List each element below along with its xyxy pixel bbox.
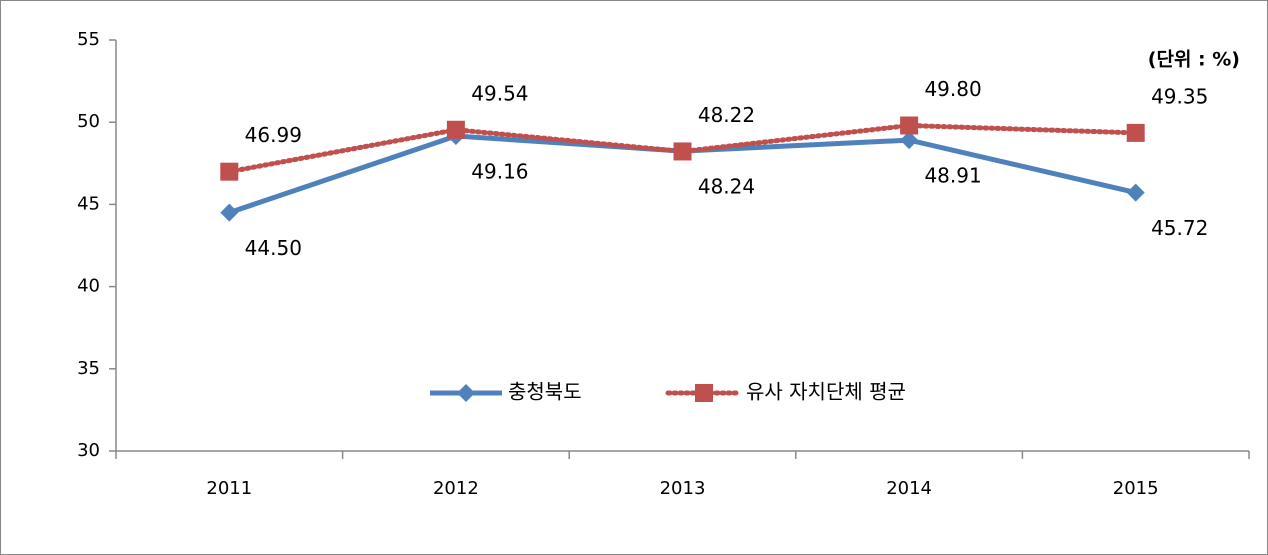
legend-marker bbox=[457, 384, 475, 402]
data-label: 48.91 bbox=[924, 164, 981, 188]
point-marker bbox=[900, 131, 919, 150]
x-tick-label: 2014 bbox=[886, 478, 932, 499]
data-label: 49.16 bbox=[471, 160, 528, 184]
point-marker bbox=[1126, 123, 1145, 142]
data-label: 49.35 bbox=[1151, 84, 1208, 108]
x-tick-label: 2013 bbox=[660, 478, 706, 499]
data-label: 44.50 bbox=[245, 236, 302, 260]
data-label: 45.72 bbox=[1151, 216, 1208, 240]
legend-label: 유사 자치단체 평균 bbox=[746, 380, 906, 404]
data-label: 49.80 bbox=[924, 77, 981, 101]
x-tick-label: 2011 bbox=[206, 478, 252, 499]
y-tick-label: 50 bbox=[77, 111, 100, 132]
point-marker bbox=[900, 116, 919, 135]
data-label: 49.54 bbox=[471, 81, 528, 105]
point-marker bbox=[1126, 183, 1145, 202]
unit-annotation: (단위 : %) bbox=[1148, 49, 1240, 71]
data-label: 46.99 bbox=[245, 123, 302, 147]
legend-label: 충청북도 bbox=[508, 380, 582, 404]
data-label: 48.24 bbox=[698, 175, 755, 199]
x-tick-label: 2012 bbox=[433, 478, 479, 499]
y-tick-label: 40 bbox=[77, 276, 100, 297]
y-tick-label: 35 bbox=[77, 358, 100, 379]
data-label: 48.22 bbox=[698, 103, 755, 127]
point-marker bbox=[446, 120, 465, 139]
x-tick-label: 2015 bbox=[1113, 478, 1159, 499]
point-marker bbox=[673, 142, 692, 161]
y-tick-label: 45 bbox=[77, 193, 100, 214]
point-marker bbox=[220, 203, 239, 222]
y-tick-label: 55 bbox=[77, 29, 100, 50]
y-tick-label: 30 bbox=[77, 440, 100, 461]
point-marker bbox=[220, 162, 239, 181]
legend-marker bbox=[695, 384, 713, 402]
